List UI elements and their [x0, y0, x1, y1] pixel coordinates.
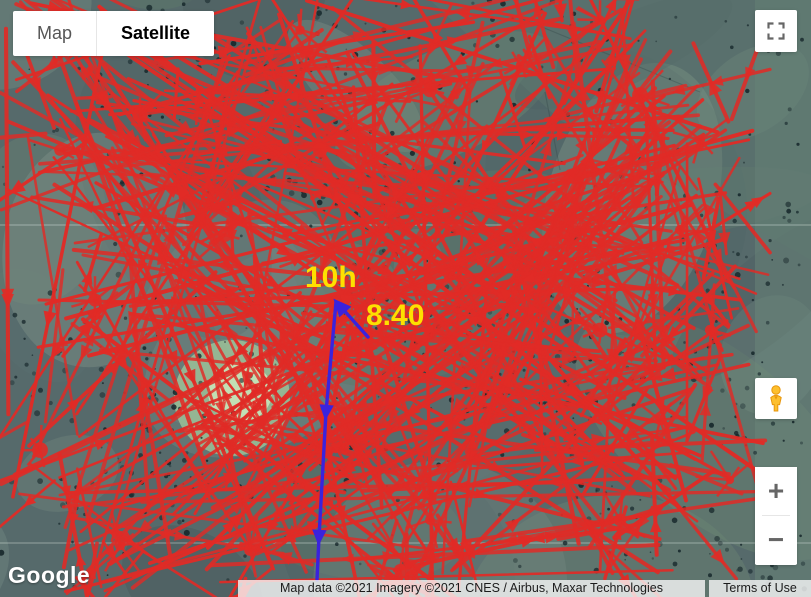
zoom-divider: [762, 515, 790, 516]
zoom-control: + −: [755, 467, 797, 565]
pegman-button[interactable]: [755, 378, 797, 419]
terms-of-use-link[interactable]: Terms of Use: [709, 580, 811, 597]
time-annotation-label: 10h: [305, 261, 357, 294]
zoom-out-button[interactable]: −: [755, 516, 797, 564]
satellite-view-button[interactable]: Satellite: [96, 11, 215, 56]
fullscreen-icon: [767, 22, 785, 40]
fullscreen-button[interactable]: [755, 10, 797, 52]
pegman-icon: [770, 384, 782, 411]
map-type-control: Map Satellite: [13, 11, 215, 56]
value-annotation-label: 8.40: [366, 299, 425, 332]
map-view-button[interactable]: Map: [13, 11, 97, 56]
zoom-in-button[interactable]: +: [755, 467, 797, 515]
attribution-text: Map data ©2021 Imagery ©2021 CNES / Airb…: [238, 580, 705, 597]
google-logo[interactable]: Google: [8, 562, 91, 588]
